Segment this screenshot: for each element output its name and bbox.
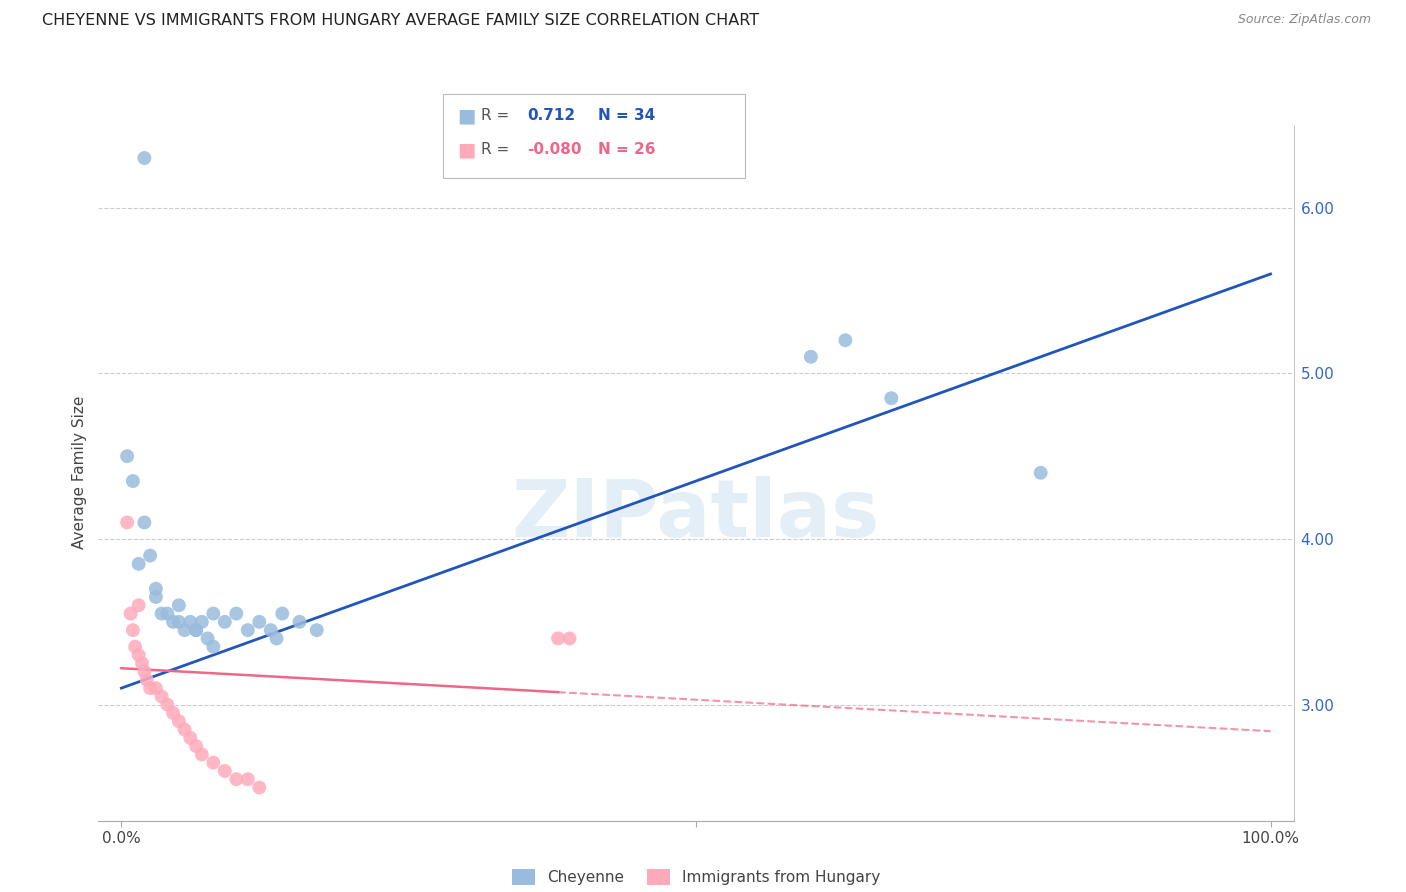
Text: ■: ■	[457, 106, 475, 126]
Point	[800, 350, 823, 364]
Point	[139, 549, 162, 563]
Text: Source: ZipAtlas.com: Source: ZipAtlas.com	[1237, 13, 1371, 27]
Point	[167, 615, 190, 629]
Point	[150, 607, 173, 621]
Text: R =: R =	[481, 143, 515, 157]
Text: N = 34: N = 34	[598, 109, 655, 123]
Y-axis label: Average Family Size: Average Family Size	[72, 396, 87, 549]
Point	[128, 648, 150, 662]
Point	[260, 623, 283, 637]
Point	[191, 615, 214, 629]
Point	[880, 391, 903, 405]
Point	[122, 474, 145, 488]
Point	[225, 607, 247, 621]
Text: 0.712: 0.712	[527, 109, 575, 123]
Text: -0.080: -0.080	[527, 143, 582, 157]
Point	[247, 780, 270, 795]
Point	[162, 706, 184, 720]
Point	[305, 623, 328, 637]
Point	[288, 615, 311, 629]
Point	[225, 772, 247, 787]
Point	[184, 739, 207, 753]
Point	[162, 615, 184, 629]
Point	[558, 632, 581, 646]
Point	[134, 516, 156, 530]
Point	[120, 607, 142, 621]
Point	[115, 449, 138, 463]
Point	[1029, 466, 1052, 480]
Point	[202, 640, 225, 654]
Point	[236, 772, 259, 787]
Point	[547, 632, 569, 646]
Point	[139, 681, 162, 695]
Point	[202, 756, 225, 770]
Point	[173, 723, 195, 737]
Point	[173, 623, 195, 637]
Point	[266, 632, 288, 646]
Point	[156, 607, 179, 621]
Point	[236, 623, 259, 637]
Point	[145, 590, 167, 604]
Text: ZIPatlas: ZIPatlas	[512, 475, 880, 554]
Point	[135, 673, 157, 687]
Text: N = 26: N = 26	[598, 143, 655, 157]
Point	[128, 557, 150, 571]
Point	[156, 698, 179, 712]
Point	[179, 731, 201, 745]
Point	[214, 764, 236, 778]
Point	[197, 632, 219, 646]
Point	[834, 333, 856, 347]
Point	[202, 607, 225, 621]
Point	[191, 747, 214, 762]
Point	[145, 681, 167, 695]
Legend: Cheyenne, Immigrants from Hungary: Cheyenne, Immigrants from Hungary	[505, 862, 887, 892]
Point	[115, 516, 138, 530]
Point	[184, 623, 207, 637]
Point	[128, 599, 150, 613]
Point	[271, 607, 294, 621]
Point	[214, 615, 236, 629]
Point	[167, 599, 190, 613]
Point	[122, 623, 145, 637]
Text: R =: R =	[481, 109, 515, 123]
Point	[134, 151, 156, 165]
Point	[184, 623, 207, 637]
Point	[167, 714, 190, 729]
Point	[247, 615, 270, 629]
Point	[145, 582, 167, 596]
Point	[150, 690, 173, 704]
Point	[131, 657, 153, 671]
Point	[179, 615, 201, 629]
Point	[134, 665, 156, 679]
Point	[124, 640, 146, 654]
Text: CHEYENNE VS IMMIGRANTS FROM HUNGARY AVERAGE FAMILY SIZE CORRELATION CHART: CHEYENNE VS IMMIGRANTS FROM HUNGARY AVER…	[42, 13, 759, 29]
Text: ■: ■	[457, 140, 475, 160]
